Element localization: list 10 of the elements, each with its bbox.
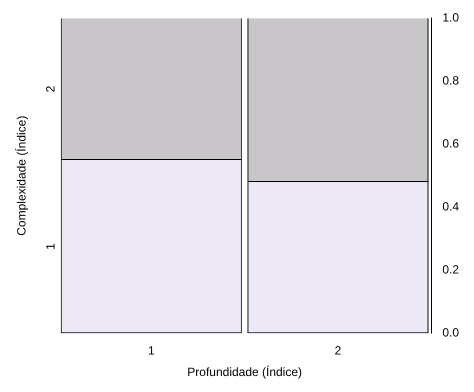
y-tick-label: 0.0 [442,326,460,340]
y-axis-title: Complexidade (Índice) [14,116,28,236]
y-tick-label: 1.0 [442,10,460,25]
text: 1 [43,242,58,250]
y-tick-label: 0.8 [442,74,460,88]
text: 2 [43,85,58,92]
y-tick-label: 0.6 [442,136,460,151]
y-tick-label: 0.4 [442,200,460,214]
x-axis-title: Profundidade (Índice) [187,365,302,380]
y-tick-label: 0.2 [442,262,460,277]
